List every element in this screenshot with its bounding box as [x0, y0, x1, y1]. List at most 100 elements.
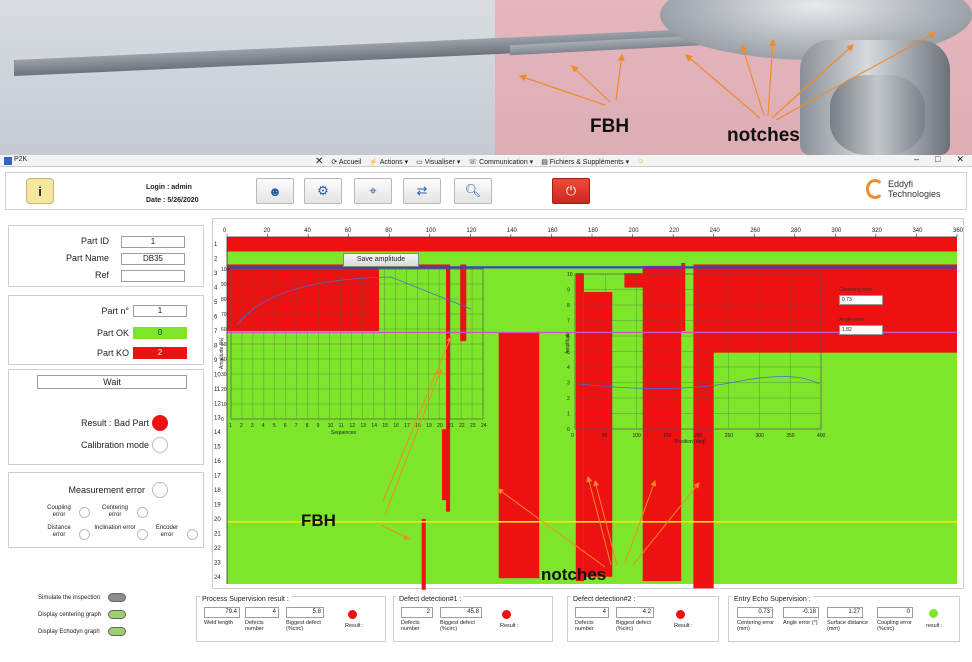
- minimize-button[interactable]: –: [914, 154, 920, 164]
- defect1-number-label: Defects number: [401, 620, 420, 632]
- y-tick-label: 10: [214, 372, 221, 378]
- inset2-x-tick: 300: [756, 433, 765, 439]
- part-id-field[interactable]: 1: [121, 236, 185, 248]
- defect2-biggest-label: Biggest defect (%circ): [616, 620, 651, 632]
- menu-item-communication[interactable]: ☏ Communication ▾: [468, 158, 534, 166]
- menu-item-accueil[interactable]: ⟳ Accueil: [331, 158, 362, 166]
- defect-region: [583, 291, 613, 577]
- annotation-arrow: [384, 368, 443, 516]
- y-tick-label: 11: [214, 387, 221, 393]
- calibration-mode-indicator[interactable]: [152, 437, 168, 453]
- info-button[interactable]: i: [26, 178, 54, 204]
- x-tick-label: 100: [426, 228, 437, 234]
- smiley-icon[interactable]: ☺: [637, 158, 645, 165]
- y-tick-label: 3: [214, 271, 218, 277]
- inset1-x-tick: 22: [459, 423, 465, 429]
- save-amplitude-button[interactable]: Save amplitude: [343, 253, 419, 267]
- inset1-x-tick: 6: [284, 423, 287, 429]
- operator-button[interactable]: ☻: [256, 178, 294, 204]
- coupling-error-indicator: [79, 507, 90, 518]
- x-tick-label: 240: [710, 228, 721, 234]
- x-tick-label: 260: [750, 228, 761, 234]
- operator-icon: ☻: [268, 183, 282, 199]
- y-tick-label: 18: [214, 488, 221, 494]
- y-tick-label: 12: [214, 401, 221, 407]
- inset1-y-tick: 90: [221, 282, 227, 288]
- inset2-x-tick: 100: [633, 433, 642, 439]
- x-tick-label: 40: [304, 228, 311, 234]
- entry-centering-label: Centering error (mm): [737, 620, 774, 632]
- y-tick-label: 23: [214, 560, 221, 566]
- ref-field[interactable]: [121, 270, 185, 282]
- inset1-x-tick: 9: [317, 423, 320, 429]
- part-name-field[interactable]: DB35: [121, 253, 185, 265]
- menu-label: Communication: [479, 158, 528, 166]
- inset1-y-tick: 80: [221, 297, 227, 303]
- inclination-error-indicator: [137, 529, 148, 540]
- x-tick-label: 360: [953, 228, 964, 234]
- window-title: P2K: [14, 156, 28, 163]
- inset1-y-tick: 10: [221, 402, 227, 408]
- inset2-y-tick: 6: [567, 334, 570, 340]
- inset2-x-tick: 350: [786, 433, 795, 439]
- cscan-chart-panel: 1 2 3 4 5 6 7 8 9 10 11 12 13 14 15 16 17 18 19 20 21 22 23 24 0…: [212, 218, 965, 590]
- close-button[interactable]: ✕: [956, 154, 964, 164]
- x-tick-label: 300: [831, 228, 842, 234]
- annotation-arrow: [624, 480, 657, 564]
- cscan-chart[interactable]: 1 2 3 4 5 6 7 8 9 10 11 12 13 14 15 16 17 18 19 20 21 22 23 240…: [213, 219, 965, 590]
- menu-label: Visualiser: [424, 158, 455, 166]
- simulate-toggle[interactable]: [108, 593, 126, 602]
- close-ribbon-icon[interactable]: ✕: [315, 156, 324, 167]
- y-tick-label: 5: [214, 300, 218, 306]
- x-tick-label: 120: [466, 228, 477, 234]
- y-tick-label: 17: [214, 474, 221, 480]
- inset1-y-tick: 60: [221, 327, 227, 333]
- entry-result-label: result :: [926, 623, 943, 629]
- echodyn-graph-label: Display Echodyn graph: [38, 629, 100, 635]
- menu-item-visualiser[interactable]: ▭ Visualiser ▾: [416, 158, 461, 166]
- settings-button[interactable]: ⚙: [304, 178, 342, 204]
- annotation-arrow: [382, 336, 452, 502]
- search-document-button[interactable]: 🔍︎: [454, 178, 492, 204]
- maximize-button[interactable]: □: [935, 154, 941, 164]
- defect-region: [227, 264, 380, 331]
- defect-detection-1-group: Defect detection#1 : 2 Defects number 45…: [393, 596, 553, 642]
- calibration-button[interactable]: ⌖: [354, 178, 392, 204]
- annotation-arrow: [593, 480, 618, 566]
- y-tick-label: 13: [214, 416, 221, 422]
- chart-annotation-arrows: [380, 336, 700, 568]
- menu-item-fichiers[interactable]: ▤ Fichiers & Suppléments ▾: [541, 158, 630, 166]
- process-result-label: Result :: [345, 623, 364, 629]
- part-ko-label: Part KO: [96, 348, 129, 358]
- defect-region: [421, 518, 426, 590]
- defect-detection-2-group: Defect detection#2 : 4 Defects number 4.…: [567, 596, 719, 642]
- inset2-x-label: Position (deg): [675, 439, 706, 445]
- ref-label: Ref: [94, 270, 109, 280]
- inset1-x-tick: 11: [339, 423, 344, 429]
- entry-echo-supervision-group: Entry Echo Supervision : 0.73 Centering …: [728, 596, 960, 642]
- process-result-indicator: [348, 610, 357, 619]
- inset1-y-tick: 100: [221, 267, 230, 273]
- echodyn-graph-toggle[interactable]: [108, 627, 126, 636]
- menu-item-actions[interactable]: ⚡ Actions ▾: [369, 158, 409, 166]
- angle-error-chart-label: Angle error: [839, 317, 864, 323]
- annotation-arrow: [380, 524, 410, 540]
- x-tick-label: 220: [669, 228, 680, 234]
- coupling-error-label: Coupling error: [47, 505, 71, 518]
- cad-notches-label: notches: [727, 125, 800, 146]
- power-button[interactable]: ⏻: [552, 178, 590, 204]
- login-value: admin: [171, 184, 192, 191]
- defect2-number-value: 4: [575, 607, 609, 618]
- centering-graph-toggle[interactable]: [108, 610, 126, 619]
- inset1-x-tick: 15: [382, 423, 388, 429]
- part-info-panel: Part ID 1 Part Name DB35 Ref: [8, 225, 204, 287]
- inset1-x-tick: 21: [448, 423, 454, 429]
- inset1-x-tick: 1: [229, 423, 232, 429]
- defect1-result-indicator: [502, 610, 511, 619]
- transfer-button[interactable]: ⇄: [403, 178, 441, 204]
- defect-region: [705, 264, 957, 353]
- part-number-label: Part n°: [101, 306, 129, 316]
- measurement-error-label: Measurement error: [68, 485, 145, 495]
- inset1-x-tick: 13: [360, 423, 366, 429]
